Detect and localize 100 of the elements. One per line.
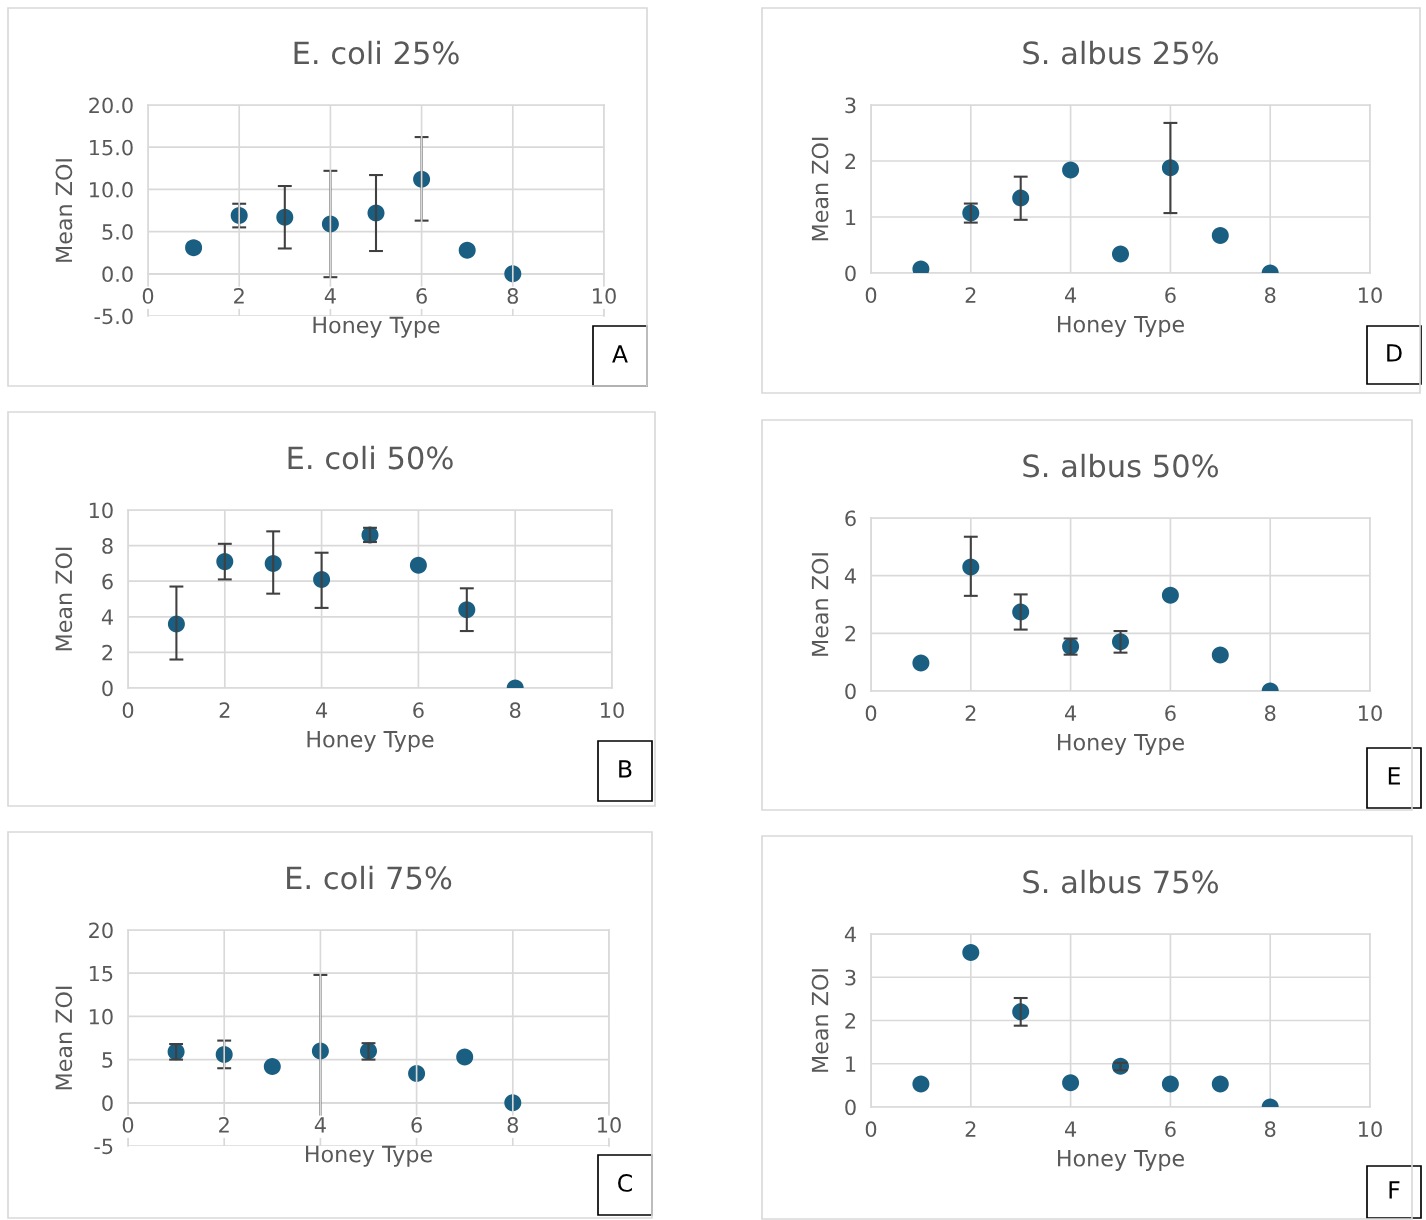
y-tick-label: 2 <box>102 644 113 661</box>
x-tick-label: 4 <box>314 1117 326 1133</box>
y-axis-title: Mean ZOI <box>55 159 73 262</box>
y-tick-label: 8 <box>102 538 113 554</box>
y-tick-label: 1 <box>846 209 856 225</box>
x-tick-label: 8 <box>507 1117 518 1133</box>
y-tick-label: 20.0 <box>89 97 133 114</box>
text: F <box>1389 1181 1400 1199</box>
y-tick-label: 10 <box>89 502 113 519</box>
x-axis-title: Honey Type <box>1058 316 1184 337</box>
x-axis-title: Honey Type <box>1058 734 1184 755</box>
x-tick-label: 2 <box>965 287 976 303</box>
y-tick-label: 10.0 <box>90 181 133 198</box>
x-tick-label: 2 <box>219 1117 229 1133</box>
y-tick-label: 6 <box>102 573 113 590</box>
y-tick-label: 4 <box>844 568 856 584</box>
point <box>912 654 930 672</box>
x-axis-title: Honey Type <box>1058 1150 1184 1171</box>
point <box>263 1058 281 1076</box>
x-tick-label: 4 <box>1064 1121 1077 1137</box>
chart-title: E. coli 75% <box>287 865 452 890</box>
x-tick-label: 4 <box>324 288 336 304</box>
y-axis-title: Mean ZOI <box>55 547 73 651</box>
x-tick-label: 6 <box>411 1117 422 1133</box>
chart-title: S. albus 50% <box>1023 453 1218 478</box>
y-tick-label: 5 <box>102 1052 113 1068</box>
y-tick-label: 15 <box>89 965 113 982</box>
x-tick-label: 2 <box>219 702 230 718</box>
y-tick-label: 6 <box>845 510 856 527</box>
point <box>912 1075 930 1093</box>
text: A <box>612 345 628 363</box>
chart-title: S. albus 25% <box>1023 40 1218 65</box>
x-tick-label: 0 <box>865 1121 877 1138</box>
y-tick-label: 5.0 <box>102 224 133 240</box>
x-tick-label: 0 <box>142 288 154 304</box>
x-tick-label: 8 <box>1264 1121 1276 1138</box>
chart-title: E. coli 50% <box>288 445 453 470</box>
y-tick-label: -5 <box>94 1138 113 1155</box>
x-axis-title: Honey Type <box>307 731 434 752</box>
x-tick-label: 8 <box>509 702 521 719</box>
y-tick-label: 1 <box>846 1056 856 1072</box>
y-axis-title: Mean ZOI <box>811 553 829 656</box>
x-tick-label: 10 <box>598 1117 621 1133</box>
y-tick-label: 0 <box>845 265 856 282</box>
y-tick-label: 3 <box>845 969 856 986</box>
point <box>458 241 476 259</box>
x-tick-label: 2 <box>965 1121 976 1137</box>
point <box>1161 586 1179 604</box>
x-tick-label: 8 <box>1264 287 1276 304</box>
x-tick-label: 0 <box>865 287 877 304</box>
x-tick-label: 2 <box>234 288 244 304</box>
point <box>185 239 203 257</box>
y-axis-title: Mean ZOI <box>55 986 73 1090</box>
point <box>1062 1074 1080 1092</box>
x-tick-label: 8 <box>1264 705 1276 722</box>
point <box>1161 1075 1179 1093</box>
chart-title: E. coli 25% <box>294 40 459 65</box>
text: B <box>619 760 632 778</box>
y-tick-label: 2 <box>845 625 856 642</box>
y-tick-label: 3 <box>845 97 856 114</box>
x-tick-label: 6 <box>416 288 427 304</box>
y-tick-label: 15.0 <box>90 139 133 156</box>
chart-title: S. albus 75% <box>1023 869 1218 894</box>
point <box>409 556 427 574</box>
y-tick-label: 2 <box>845 1012 856 1029</box>
x-tick-label: 6 <box>1165 1121 1176 1138</box>
y-axis-title: Mean ZOI <box>811 969 829 1072</box>
text: E <box>1388 767 1400 785</box>
x-tick-label: 4 <box>1064 287 1077 303</box>
y-tick-label: 20 <box>89 922 113 939</box>
x-tick-label: 6 <box>413 702 424 719</box>
x-tick-label: 4 <box>1064 705 1077 721</box>
x-tick-label: 8 <box>507 288 518 304</box>
point <box>1062 161 1080 179</box>
text: D <box>1387 344 1402 362</box>
y-tick-label: 0 <box>845 1099 856 1116</box>
x-tick-label: 10 <box>1359 705 1382 722</box>
x-axis-title: Honey Type <box>313 316 440 338</box>
x-tick-label: 2 <box>965 705 976 721</box>
y-tick-label: 0 <box>845 683 856 700</box>
x-tick-label: 6 <box>1165 287 1176 304</box>
text: C <box>618 1173 632 1192</box>
point <box>1211 1075 1229 1093</box>
y-tick-label: 0 <box>102 680 113 697</box>
y-tick-label: 2 <box>845 153 856 169</box>
point <box>1211 226 1229 244</box>
y-axis-title: Mean ZOI <box>811 137 829 241</box>
y-tick-label: 10 <box>89 1008 113 1025</box>
x-tick-label: 10 <box>1359 1121 1382 1138</box>
point <box>456 1048 474 1066</box>
y-tick-label: 0.0 <box>102 266 133 283</box>
x-tick-label: 6 <box>1165 705 1176 722</box>
point <box>408 1064 426 1082</box>
y-tick-label: -5.0 <box>94 308 133 325</box>
y-tick-label: 4 <box>101 609 113 625</box>
y-tick-label: 0 <box>102 1095 113 1112</box>
x-tick-label: 4 <box>315 702 328 718</box>
x-axis-title: Honey Type <box>306 1145 432 1167</box>
x-tick-label: 10 <box>1359 287 1382 304</box>
x-tick-label: 10 <box>601 702 624 719</box>
